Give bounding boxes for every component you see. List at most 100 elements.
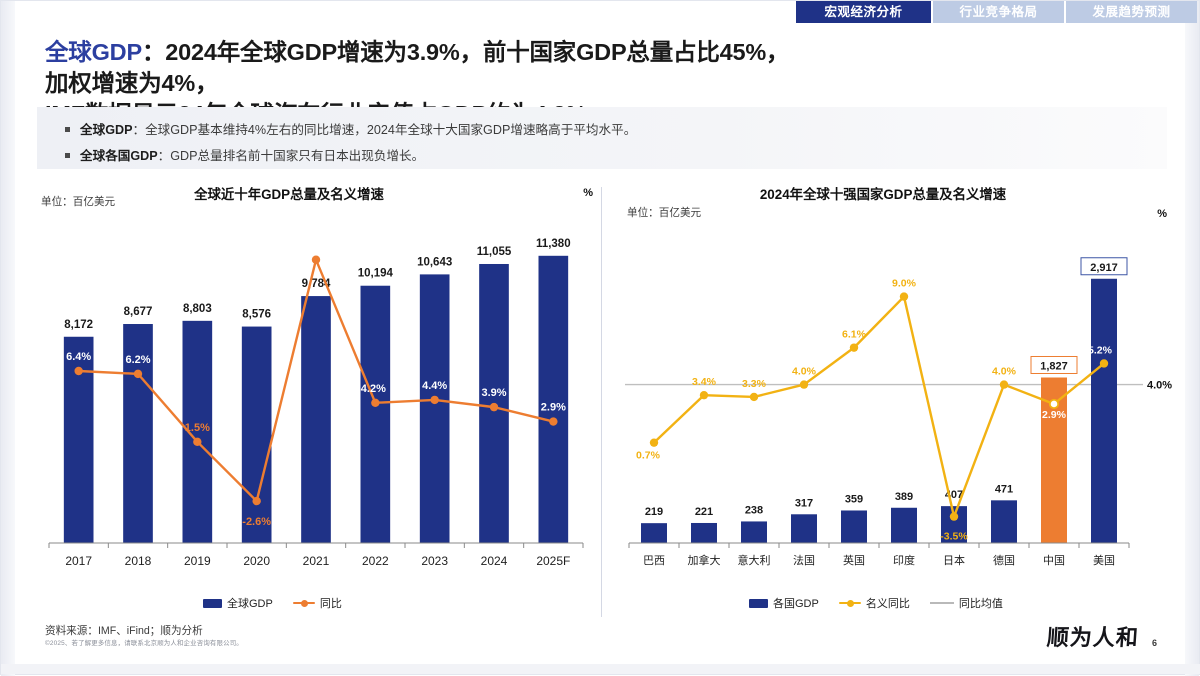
bar-value-label-美国: 2,917	[1090, 262, 1118, 274]
slide-edge-bottom	[1, 664, 1200, 674]
source-note: 资料来源：IMF、iFind；顺为分析	[45, 625, 203, 637]
bar-value-label-2022: 10,194	[358, 268, 394, 280]
line-value-label-2022: 4.2%	[361, 383, 386, 395]
line-marker-2021	[311, 255, 321, 264]
chart-global-gdp-legend: 全球GDP 同比	[203, 595, 355, 611]
legend-label-country-gdp: 各国GDP	[773, 598, 819, 610]
x-axis-label-美国: 美国	[1093, 554, 1115, 567]
x-axis-label-2019: 2019	[184, 554, 211, 568]
line-marker-2025F	[549, 417, 558, 426]
bar-法国	[791, 514, 817, 543]
line-value-label-德国: 4.0%	[992, 366, 1017, 378]
bar-value-label-2024: 11,055	[477, 246, 512, 258]
bar-value-label-2017: 8,172	[64, 319, 93, 331]
bar-英国	[841, 510, 867, 543]
bar-2023	[419, 274, 450, 543]
line-value-label-加拿大: 3.4%	[692, 376, 717, 388]
bar-value-label-德国: 471	[995, 483, 1013, 495]
bar-value-label-2019: 8,803	[183, 303, 212, 315]
line-value-label-2021: 14.1%	[300, 240, 331, 252]
chart-global-gdp-unit: 单位：百亿美元	[41, 196, 116, 208]
legend-line-swatch-icon	[838, 598, 861, 608]
x-axis-label-英国: 英国	[843, 553, 865, 567]
line-marker-英国	[849, 343, 859, 352]
line-marker-日本	[949, 512, 959, 521]
x-axis-label-2023: 2023	[421, 554, 448, 568]
x-axis-label-2025F: 2025F	[536, 554, 570, 568]
section-tabs[interactable]: 宏观经济分析 行业竞争格局 发展趋势预测	[796, 1, 1200, 23]
line-marker-法国	[799, 380, 809, 389]
line-marker-美国	[1099, 359, 1109, 368]
bar-巴西	[641, 523, 667, 543]
legend-item-country-gdp[interactable]: 各国GDP	[749, 595, 819, 611]
bar-2021	[301, 296, 331, 543]
line-marker-2020	[252, 496, 261, 506]
tab-industry-competition[interactable]: 行业竞争格局	[933, 1, 1064, 23]
page-title-highlight: 全球GDP	[45, 39, 142, 65]
line-marker-2024	[489, 402, 499, 412]
chart-divider	[601, 187, 602, 617]
x-axis-label-巴西: 巴西	[643, 555, 665, 567]
line-value-label-巴西: 0.7%	[636, 450, 661, 462]
company-logo: 顺为人和	[1046, 625, 1140, 650]
key-point-1-text: ：全球GDP基本维持4%左右的同比增速，2024年全球十大国家GDP增速略高于平…	[132, 123, 637, 137]
bar-value-label-印度: 389	[895, 491, 913, 503]
legend-item-global-gdp[interactable]: 全球GDP	[203, 595, 273, 611]
legend-label-yoy-average: 同比均值	[958, 598, 1003, 610]
key-point-1-label: 全球GDP	[80, 123, 133, 137]
x-axis-label-2024: 2024	[481, 554, 508, 568]
legend-line-swatch-icon	[292, 598, 315, 608]
bar-2025F	[538, 255, 569, 543]
line-marker-中国	[1048, 398, 1060, 410]
x-axis-label-中国: 中国	[1043, 554, 1065, 567]
line-value-label-2020: -2.6%	[242, 516, 271, 528]
bullet-square-icon	[65, 127, 70, 132]
bar-美国	[1091, 278, 1117, 543]
line-value-label-美国: 5.2%	[1088, 344, 1113, 356]
x-axis-label-德国: 德国	[993, 553, 1015, 567]
legend-label-yoy: 同比	[319, 598, 342, 610]
line-marker-2019	[193, 437, 202, 447]
tab-macro-economy[interactable]: 宏观经济分析	[796, 1, 931, 23]
key-point-1: 全球GDP：全球GDP基本维持4%左右的同比增速，2024年全球十大国家GDP增…	[65, 119, 636, 138]
x-axis-label-2022: 2022	[362, 554, 389, 568]
bar-印度	[891, 507, 917, 543]
line-marker-印度	[899, 292, 909, 301]
legend-label-nominal-yoy: 名义同比	[865, 598, 910, 610]
chart-top10-gdp-legend: 各国GDP 名义同比 同比均值	[749, 595, 1016, 611]
line-value-label-日本: -3.5%	[940, 531, 968, 543]
line-value-label-2017: 6.4%	[66, 351, 91, 363]
chart-top10-gdp: 2024年全球十强国家GDP总量及名义增速 单位：百亿美元 % 4.0% 219 2…	[613, 183, 1183, 623]
x-axis-label-印度: 印度	[893, 553, 915, 567]
chart-top10-gdp-title: 2024年全球十强国家GDP总量及名义增速	[759, 187, 1007, 202]
legend-item-yoy-average[interactable]: 同比均值	[929, 595, 1003, 611]
legend-item-nominal-yoy[interactable]: 名义同比	[838, 595, 910, 611]
bar-2020	[241, 326, 272, 543]
chart-global-gdp-pct-axis-label: %	[583, 187, 593, 199]
bar-value-label-2018: 8,677	[124, 306, 153, 318]
x-axis-label-2020: 2020	[243, 554, 270, 568]
line-value-label-法国: 4.0%	[792, 366, 817, 378]
tab-trend-forecast[interactable]: 发展趋势预测	[1066, 1, 1197, 23]
bar-德国	[991, 500, 1017, 543]
bar-2022	[360, 285, 391, 543]
x-axis-label-2018: 2018	[125, 554, 152, 568]
legend-bar-swatch-icon	[203, 598, 222, 608]
average-line-value-label: 4.0%	[1147, 380, 1172, 392]
bar-value-label-2023: 10,643	[417, 256, 452, 268]
bullet-square-icon	[65, 153, 70, 158]
slide-edge-left	[1, 1, 15, 676]
x-axis-label-加拿大: 加拿大	[688, 553, 721, 567]
slide-edge-right	[1185, 1, 1199, 676]
line-value-label-英国: 6.1%	[842, 329, 867, 341]
key-point-2-label: 全球各国GDP	[80, 149, 158, 163]
legend-average-line-icon	[929, 602, 954, 604]
bar-意大利	[741, 521, 767, 543]
line-value-label-2023: 4.4%	[422, 380, 447, 392]
bar-2018	[123, 324, 153, 543]
line-marker-2023	[430, 395, 439, 405]
key-point-2: 全球各国GDP：GDP总量排名前十国家只有日本出现负增长。	[65, 145, 424, 164]
legend-item-yoy[interactable]: 同比	[292, 595, 342, 611]
